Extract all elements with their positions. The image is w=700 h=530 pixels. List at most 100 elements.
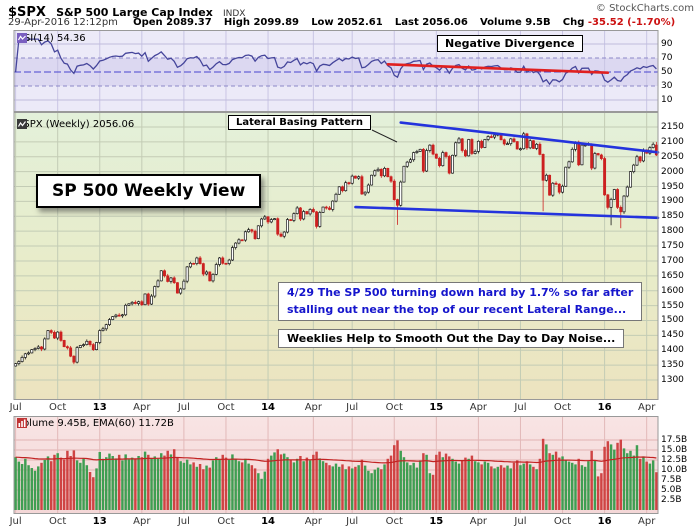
y-axis-tick: 7.5B (661, 475, 682, 485)
exchange-label: INDX (222, 9, 246, 19)
y-axis-tick: 1950 (661, 181, 684, 192)
chg-value: -35.52 (-1.70%) (587, 17, 676, 28)
x-axis-tick: 16 (597, 402, 612, 413)
commentary-line2: stalling out near the top of our recent … (287, 302, 627, 316)
x-axis-tick: 15 (429, 516, 444, 527)
y-axis-tick: 1700 (661, 255, 684, 266)
x-axis-tick: Apr (133, 402, 151, 413)
x-axis-tick: Oct (217, 402, 235, 413)
x-axis-tick: Jul (346, 516, 359, 527)
datetime: 29-Apr-2016 12:12pm (8, 17, 118, 28)
low-label: Low (311, 17, 334, 28)
weekly-view-title-box: SP 500 Weekly View (36, 174, 262, 208)
y-axis-tick: 2000 (661, 166, 684, 177)
x-axis-tick: Apr (638, 516, 656, 527)
x-axis-tick: Jul (346, 402, 359, 413)
commentary-line1: 4/29 The SP 500 turning down hard by 1.7… (287, 286, 634, 299)
y-axis-tick: 70 (661, 53, 673, 63)
quote-row: 29-Apr-2016 12:12pm Open 2089.37 High 20… (8, 17, 684, 28)
x-axis-tick: Apr (133, 516, 151, 527)
x-axis-labels-bottom: Jul Oct 13 Apr Jul Oct 14 Apr Jul Oct 15 Apr Jul Oct 1… (0, 514, 700, 530)
x-axis-tick: Jul (177, 402, 190, 413)
x-axis-tick: Jul (9, 402, 22, 413)
y-axis-tick: 1750 (661, 241, 684, 252)
last-value: 2056.06 (422, 17, 468, 28)
rsi-label-text: RSI(14) 54.36 (17, 33, 86, 44)
x-axis-tick: Jul (177, 516, 190, 527)
y-axis-tick: 2100 (661, 136, 684, 147)
y-axis-tick: 2050 (661, 151, 684, 162)
x-axis-tick: Oct (49, 516, 67, 527)
y-axis-tick: 1400 (661, 345, 684, 356)
y-axis-tick: 12.5B (661, 455, 688, 465)
y-axis-tick: 1600 (661, 285, 684, 296)
y-axis-tick: 10 (661, 95, 673, 105)
volume-value: 9.5B (525, 17, 551, 28)
y-axis-tick: 5.0B (661, 485, 682, 495)
price-chart (13, 112, 660, 400)
y-axis-tick: 1500 (661, 315, 684, 326)
low-value: 2052.61 (337, 17, 383, 28)
y-axis-tick: 2.5B (661, 495, 682, 505)
y-axis-tick: 2150 (661, 122, 684, 132)
open-value: 2089.37 (166, 17, 212, 28)
copyright: © StockCharts.com (595, 3, 694, 14)
x-axis-tick: 16 (597, 516, 612, 527)
rsi-chart (13, 30, 659, 112)
y-axis-tick: 15.0B (661, 445, 688, 455)
open-label: Open (133, 17, 163, 28)
x-axis-tick: 15 (429, 402, 444, 413)
noise-note-annotation: Weeklies Help to Smooth Out the Day to D… (278, 329, 625, 348)
x-axis-tick: 13 (92, 516, 107, 527)
x-axis-tick: Jul (9, 516, 22, 527)
rsi-label: RSI(14) 54.36 (17, 33, 86, 44)
title-row: $SPX S&P 500 Large Cap Index INDX (8, 1, 245, 20)
x-axis-tick: 14 (261, 516, 275, 527)
price-label: $SPX (Weekly) 2056.06 (17, 119, 134, 130)
rsi-y-axis: 90 70 50 30 10 (661, 30, 700, 112)
rsi-panel: RSI(14) 54.36 Negative Divergence 90 70 50… (0, 30, 700, 112)
volume-chart (13, 416, 659, 514)
y-axis-tick: 17.5B (661, 435, 688, 445)
x-axis-tick: Jul (514, 516, 527, 527)
y-axis-tick: 1550 (661, 300, 684, 311)
x-axis-tick: Oct (385, 402, 403, 413)
x-axis-tick: Jul (514, 402, 527, 413)
x-axis-tick: Oct (49, 402, 67, 413)
price-y-axis: 2150 2100 2050 2000 1950 1900 1850 1800 1750 1700… (661, 112, 700, 400)
x-axis-tick: Oct (217, 516, 235, 527)
y-axis-tick: 1900 (661, 196, 684, 207)
y-axis-tick: 1300 (661, 374, 684, 385)
x-axis-labels-top: Jul Oct 13 Apr Jul Oct 14 Apr Jul Oct 15 Apr Jul Oct 1… (0, 400, 700, 416)
chg-label: Chg (562, 17, 585, 28)
y-axis-tick: 1450 (661, 330, 684, 341)
high-value: 2099.89 (253, 17, 299, 28)
last-label: Last (394, 17, 419, 28)
y-axis-tick: 30 (661, 81, 673, 91)
rsi-indicator-icon (17, 33, 27, 43)
high-label: High (223, 17, 250, 28)
y-axis-tick: 10.0B (661, 465, 688, 475)
price-series-icon (17, 119, 27, 129)
x-axis-tick: 14 (261, 402, 275, 413)
volume-panel: Volume 9.45B, EMA(60) 11.72B 17.5B 15.0B 1… (0, 416, 700, 514)
x-axis-tick: Oct (553, 402, 572, 413)
price-plot-background (14, 112, 658, 400)
volume-label: Volume 9.45B, EMA(60) 11.72B (17, 418, 174, 429)
x-axis-tick: Apr (469, 516, 488, 527)
volume-series-icon (17, 418, 27, 428)
x-axis-tick: Apr (469, 402, 488, 413)
price-label-text: $SPX (Weekly) 2056.06 (17, 119, 135, 130)
volume-y-axis: 17.5B 15.0B 12.5B 10.0B 7.5B 5.0B 2.5B (661, 416, 700, 514)
y-axis-tick: 1650 (661, 270, 684, 281)
y-axis-tick: 1350 (661, 360, 684, 371)
symbol: $SPX (8, 5, 46, 20)
index-name: S&P 500 Large Cap Index (56, 6, 213, 19)
price-panel: $SPX (Weekly) 2056.06 Lateral Basing Pat… (0, 112, 700, 400)
y-axis-tick: 1850 (661, 211, 684, 222)
negative-divergence-annotation: Negative Divergence (437, 35, 583, 52)
volume-label-text: Volume 9.45B, EMA(60) 11.72B (17, 418, 174, 429)
volume-label: Volume (479, 17, 522, 28)
x-axis-tick: Oct (385, 516, 403, 527)
